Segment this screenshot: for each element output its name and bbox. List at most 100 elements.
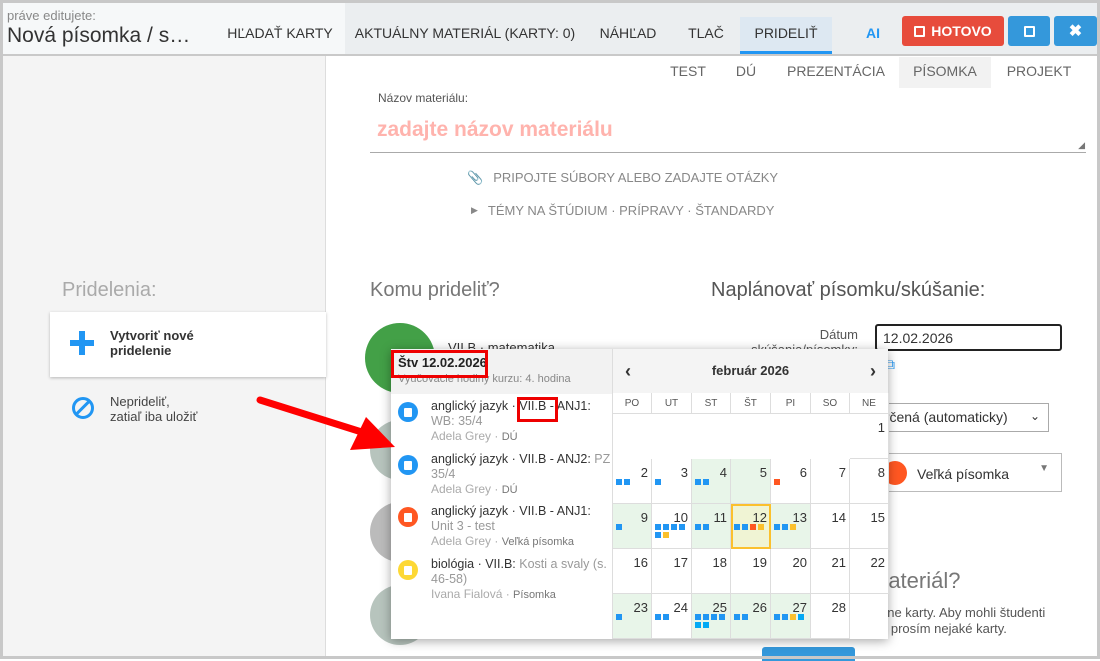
day-number: 9 [640,510,648,525]
event-item[interactable]: anglický jazyk · VII.B - ANJ2: PZ 35/4 A… [391,452,612,498]
calendar-day[interactable]: 11 [692,504,731,549]
calendar-day[interactable]: 7 [811,459,850,504]
event-dot [616,524,622,530]
create-assignment-button[interactable]: Vytvoriť nové pridelenie [50,312,326,377]
next-month-button[interactable]: › [870,361,876,381]
calendar-day[interactable]: 20 [771,549,811,594]
event-teacher: Adela Grey [431,482,492,496]
editing-info: práve editujete: Nová písomka / s… [0,0,345,54]
event-item[interactable]: biológia · VII.B: Kosti a svaly (s. 46-5… [391,557,612,603]
assignments-sidebar: Pridelenia: Vytvoriť nové pridelenie Nep… [0,56,326,659]
type-tab-test[interactable]: TEST [670,63,706,79]
day-number: 15 [870,510,885,525]
calendar-header: ‹ február 2026 › [613,349,888,393]
event-dot [711,614,717,620]
calendar-day[interactable]: 18 [692,549,731,594]
tab-assign[interactable]: PRIDELIŤ [740,17,832,54]
calendar-day[interactable]: 14 [811,504,850,549]
calendar-day[interactable]: 21 [811,549,850,594]
close-button[interactable]: ✖ [1054,16,1097,46]
calendar-day[interactable]: 3 [652,459,692,504]
day-number: 27 [792,600,807,615]
date-input[interactable]: 12.02.2026 [875,324,1062,351]
skip-label-1: Neprideliť, [110,394,170,409]
calendar-day[interactable]: 13 [771,504,811,549]
annotation-box-date [391,350,488,378]
type-tab-homework[interactable]: DÚ [735,63,757,79]
event-dot [734,524,740,530]
save-button[interactable] [1008,16,1050,46]
calendar-day[interactable]: 25 [692,594,731,639]
calendar-day[interactable]: 1 [850,414,889,459]
calendar-day[interactable]: 8 [850,459,889,504]
calendar-day[interactable]: 17 [652,549,692,594]
event-dot [663,614,669,620]
prev-month-button[interactable]: ‹ [625,361,631,381]
calendar-day[interactable]: 12 [731,504,771,549]
event-subject: anglický jazyk [431,399,509,413]
day-number: 10 [673,510,688,525]
event-dot [663,524,669,530]
day-number: 16 [633,555,648,570]
external-link-icon[interactable]: ⧉ [885,356,895,372]
calendar-day[interactable]: 10 [652,504,692,549]
material-name-input[interactable]: zadajte názov materiálu ◢ [370,112,1086,153]
event-dot [774,479,780,485]
type-select[interactable]: Veľká písomka ▼ [860,453,1062,492]
day-number: 1 [877,420,885,435]
event-dot [758,524,764,530]
event-dot [742,614,748,620]
editing-label: práve editujete: [7,8,96,23]
calendar-day[interactable]: 27 [771,594,811,639]
event-type: Písomka [513,589,556,601]
event-group: - ANJ1: [546,504,591,518]
attach-files-link[interactable]: 📎 PRIPOJTE SÚBORY ALEBO ZADAJTE OTÁZKY [467,170,778,186]
done-button[interactable]: HOTOVO [902,16,1004,46]
event-dot [703,622,709,628]
event-dot [742,524,748,530]
day-number: 17 [673,555,688,570]
lesson-select[interactable]: určená (automaticky) ⌄ [860,403,1049,432]
event-type: DÚ [501,484,518,496]
calendar-day[interactable]: 26 [731,594,771,639]
event-teacher: Ivana Fialová [431,587,503,601]
type-tab-presentation[interactable]: PREZENTÁCIA [786,63,885,79]
tab-current-material[interactable]: AKTUÁLNY MATERIÁL (KARTY: 0) [354,25,576,41]
event-class: VII.B [519,399,547,413]
calendar-day[interactable]: 24 [652,594,692,639]
calendar-day[interactable]: 4 [692,459,731,504]
tab-preview[interactable]: NÁHĽAD [599,25,657,41]
calendar-day[interactable]: 16 [613,549,652,594]
skip-assignment-button[interactable]: Neprideliť, zatiaľ iba uložiť [50,386,326,431]
calendar-day[interactable]: 5 [731,459,771,504]
calendar-day[interactable]: 23 [613,594,652,639]
month-label: február 2026 [711,363,790,378]
topics-toggle[interactable]: ▶ TÉMY NA ŠTÚDIUM · PRÍPRAVY · ŠTANDARDY [471,203,774,218]
done-label: HOTOVO [931,23,992,39]
calendar-day[interactable]: 2 [613,459,652,504]
weekday-header: SO [811,393,850,414]
calendar-day[interactable]: 6 [771,459,811,504]
type-tab-written-exam[interactable]: PÍSOMKA [899,57,991,88]
plus-icon [70,331,94,355]
event-detail: PZ 35/4 [431,452,611,481]
event-detail: Unit 3 - test [431,519,495,533]
annotation-box-class [517,397,558,422]
calendar-day[interactable]: 15 [850,504,889,549]
calendar-day[interactable]: 9 [613,504,652,549]
event-item[interactable]: anglický jazyk · VII.B - ANJ1: WB: 35/4 … [391,399,612,445]
calendar-day[interactable]: 19 [731,549,771,594]
tab-search-cards[interactable]: HĽADAŤ KARTY [227,25,333,41]
type-select-value: Veľká písomka [917,466,1010,482]
schedule-title: Naplánovať písomku/skúšanie: [711,279,986,301]
event-item[interactable]: anglický jazyk · VII.B - ANJ1: Unit 3 - … [391,504,612,550]
day-number: 23 [633,600,648,615]
calendar-day[interactable]: 28 [811,594,850,639]
ai-button[interactable]: AI [866,25,880,41]
type-tab-project[interactable]: PROJEKT [1006,63,1072,79]
resize-handle-icon[interactable]: ◢ [1078,140,1085,150]
event-dot [782,614,788,620]
event-dot [703,479,709,485]
tab-print[interactable]: TLAČ [688,25,724,41]
calendar-day[interactable]: 22 [850,549,889,594]
